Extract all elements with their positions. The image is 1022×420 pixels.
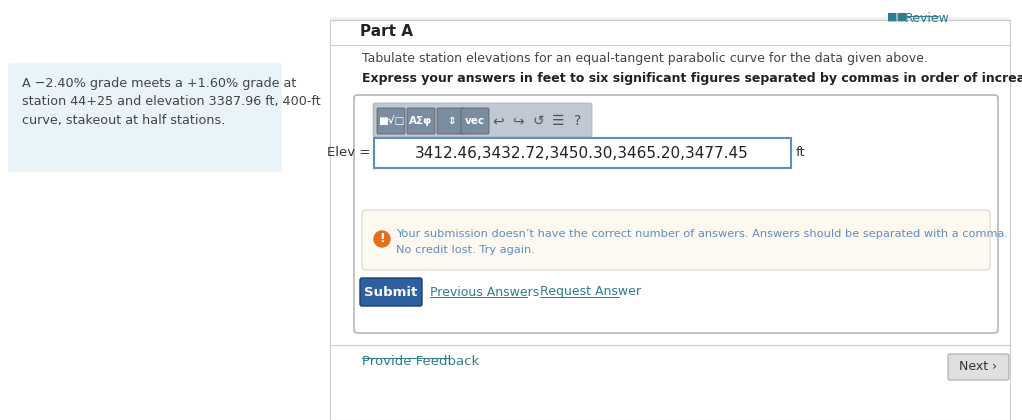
- FancyBboxPatch shape: [461, 108, 489, 134]
- FancyBboxPatch shape: [373, 103, 592, 137]
- FancyBboxPatch shape: [948, 354, 1009, 380]
- Text: ft: ft: [796, 147, 805, 160]
- Text: ☰: ☰: [552, 114, 564, 128]
- Text: Express your answers in feet to six significant figures separated by commas in o: Express your answers in feet to six sign…: [362, 72, 1022, 85]
- Text: ↺: ↺: [532, 114, 544, 128]
- Text: Your submission doesn’t have the correct number of answers. Answers should be se: Your submission doesn’t have the correct…: [396, 229, 1008, 239]
- Text: Submit: Submit: [365, 286, 418, 299]
- FancyBboxPatch shape: [330, 20, 1010, 420]
- FancyBboxPatch shape: [330, 17, 1010, 45]
- Text: Elev =: Elev =: [327, 147, 370, 160]
- FancyBboxPatch shape: [437, 108, 465, 134]
- Text: Previous Answers: Previous Answers: [430, 286, 540, 299]
- Text: Tabulate station elevations for an equal-tangent parabolic curve for the data gi: Tabulate station elevations for an equal…: [362, 52, 928, 65]
- Text: AΣφ: AΣφ: [410, 116, 432, 126]
- Text: Next ›: Next ›: [959, 360, 997, 373]
- FancyBboxPatch shape: [407, 108, 435, 134]
- Text: 3412.46,3432.72,3450.30,3465.20,3477.45: 3412.46,3432.72,3450.30,3465.20,3477.45: [415, 145, 749, 160]
- Text: Request Answer: Request Answer: [540, 286, 641, 299]
- Text: Part A: Part A: [360, 24, 413, 39]
- Text: ↪: ↪: [512, 114, 524, 128]
- Polygon shape: [345, 27, 353, 37]
- Text: !: !: [379, 233, 385, 246]
- FancyBboxPatch shape: [374, 138, 791, 168]
- Text: vec: vec: [465, 116, 485, 126]
- Text: Review: Review: [905, 12, 949, 25]
- Text: ■√□: ■√□: [378, 116, 404, 126]
- Text: No credit lost. Try again.: No credit lost. Try again.: [396, 245, 535, 255]
- FancyBboxPatch shape: [354, 95, 998, 333]
- FancyBboxPatch shape: [360, 278, 422, 306]
- FancyBboxPatch shape: [362, 210, 990, 270]
- Text: Provide Feedback: Provide Feedback: [362, 355, 479, 368]
- FancyBboxPatch shape: [8, 63, 282, 172]
- FancyBboxPatch shape: [377, 108, 405, 134]
- Text: ?: ?: [574, 114, 582, 128]
- Text: ↩: ↩: [493, 114, 504, 128]
- Circle shape: [374, 231, 390, 247]
- Text: ■■: ■■: [887, 12, 908, 22]
- Text: ⇕: ⇕: [447, 116, 456, 126]
- Text: A −2.40% grade meets a +1.60% grade at
station 44+25 and elevation 3387.96 ft, 4: A −2.40% grade meets a +1.60% grade at s…: [22, 77, 321, 127]
